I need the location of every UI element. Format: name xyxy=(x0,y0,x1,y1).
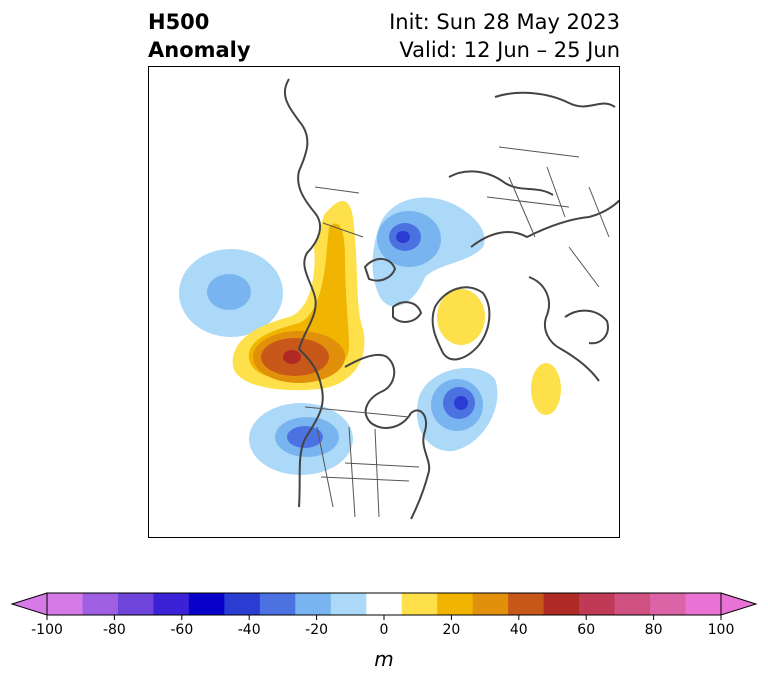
colorbar-tick-label: -20 xyxy=(305,622,328,638)
colorbar-segment xyxy=(437,593,474,615)
colorbar-svg: -100 -80 -60 -40 -20 0 20 40 60 80 100 m xyxy=(10,592,758,671)
colorbar-segment xyxy=(153,593,190,615)
colorbar-segment xyxy=(650,593,687,615)
anomaly-north-pacific-low xyxy=(179,249,283,337)
anomaly-us-west-low xyxy=(249,403,353,475)
colorbar-tick-label: -100 xyxy=(31,622,63,638)
colorbar-tick-label: -40 xyxy=(238,622,261,638)
colorbar-tick-label: 0 xyxy=(380,622,389,638)
valid-range: Valid: 12 Jun – 25 Jun xyxy=(399,38,620,62)
anomaly-greenland-ridge xyxy=(437,289,485,345)
political-borders xyxy=(304,146,610,518)
colorbar-tick-label: -80 xyxy=(103,622,126,638)
coastlines xyxy=(283,78,619,520)
title-line-1: H500 xyxy=(148,10,210,34)
colorbar-tick-label: -60 xyxy=(170,622,193,638)
colorbar-segment xyxy=(82,593,119,615)
colorbar-tick-label: 100 xyxy=(708,622,735,638)
map-panel xyxy=(148,66,620,538)
anomaly-map xyxy=(179,78,619,520)
colorbar-unit-label: m xyxy=(374,647,393,671)
colorbar-segment xyxy=(47,593,83,615)
anomaly-western-canada-ridge xyxy=(232,201,365,391)
colorbar-tick-label: 60 xyxy=(577,622,595,638)
anomaly-arctic-low xyxy=(372,197,485,307)
colorbar-segment xyxy=(401,593,438,615)
colorbar-segment xyxy=(366,593,403,615)
colorbar-over-arrow xyxy=(720,592,758,616)
colorbar-segment xyxy=(224,593,261,615)
colorbar-segment xyxy=(508,593,545,615)
colorbar-tick-label: 80 xyxy=(645,622,663,638)
colorbar-tick-label: 20 xyxy=(442,622,460,638)
colorbar-under-arrow xyxy=(10,592,48,616)
colorbar-segment xyxy=(472,593,509,615)
colorbar-segment xyxy=(330,593,367,615)
anomaly-labrador-low xyxy=(416,367,498,452)
colorbar-segment xyxy=(579,593,616,615)
colorbar-segment xyxy=(543,593,580,615)
colorbar-tick-label: 40 xyxy=(510,622,528,638)
anomaly-mid-atlantic-ridge xyxy=(531,363,561,415)
colorbar-segment xyxy=(614,593,651,615)
colorbar-segment xyxy=(295,593,332,615)
title-line-2: Anomaly xyxy=(148,38,251,62)
colorbar-segment xyxy=(259,593,296,615)
date-block: Init: Sun 28 May 2023 Valid: 12 Jun – 25… xyxy=(389,8,620,64)
chart-title: H500 Anomaly xyxy=(148,8,251,64)
colorbar-segment xyxy=(188,593,225,615)
colorbar-segment xyxy=(117,593,154,615)
init-date: Init: Sun 28 May 2023 xyxy=(389,10,620,34)
colorbar: -100 -80 -60 -40 -20 0 20 40 60 80 100 m xyxy=(0,585,768,685)
colorbar-segment xyxy=(685,593,722,615)
